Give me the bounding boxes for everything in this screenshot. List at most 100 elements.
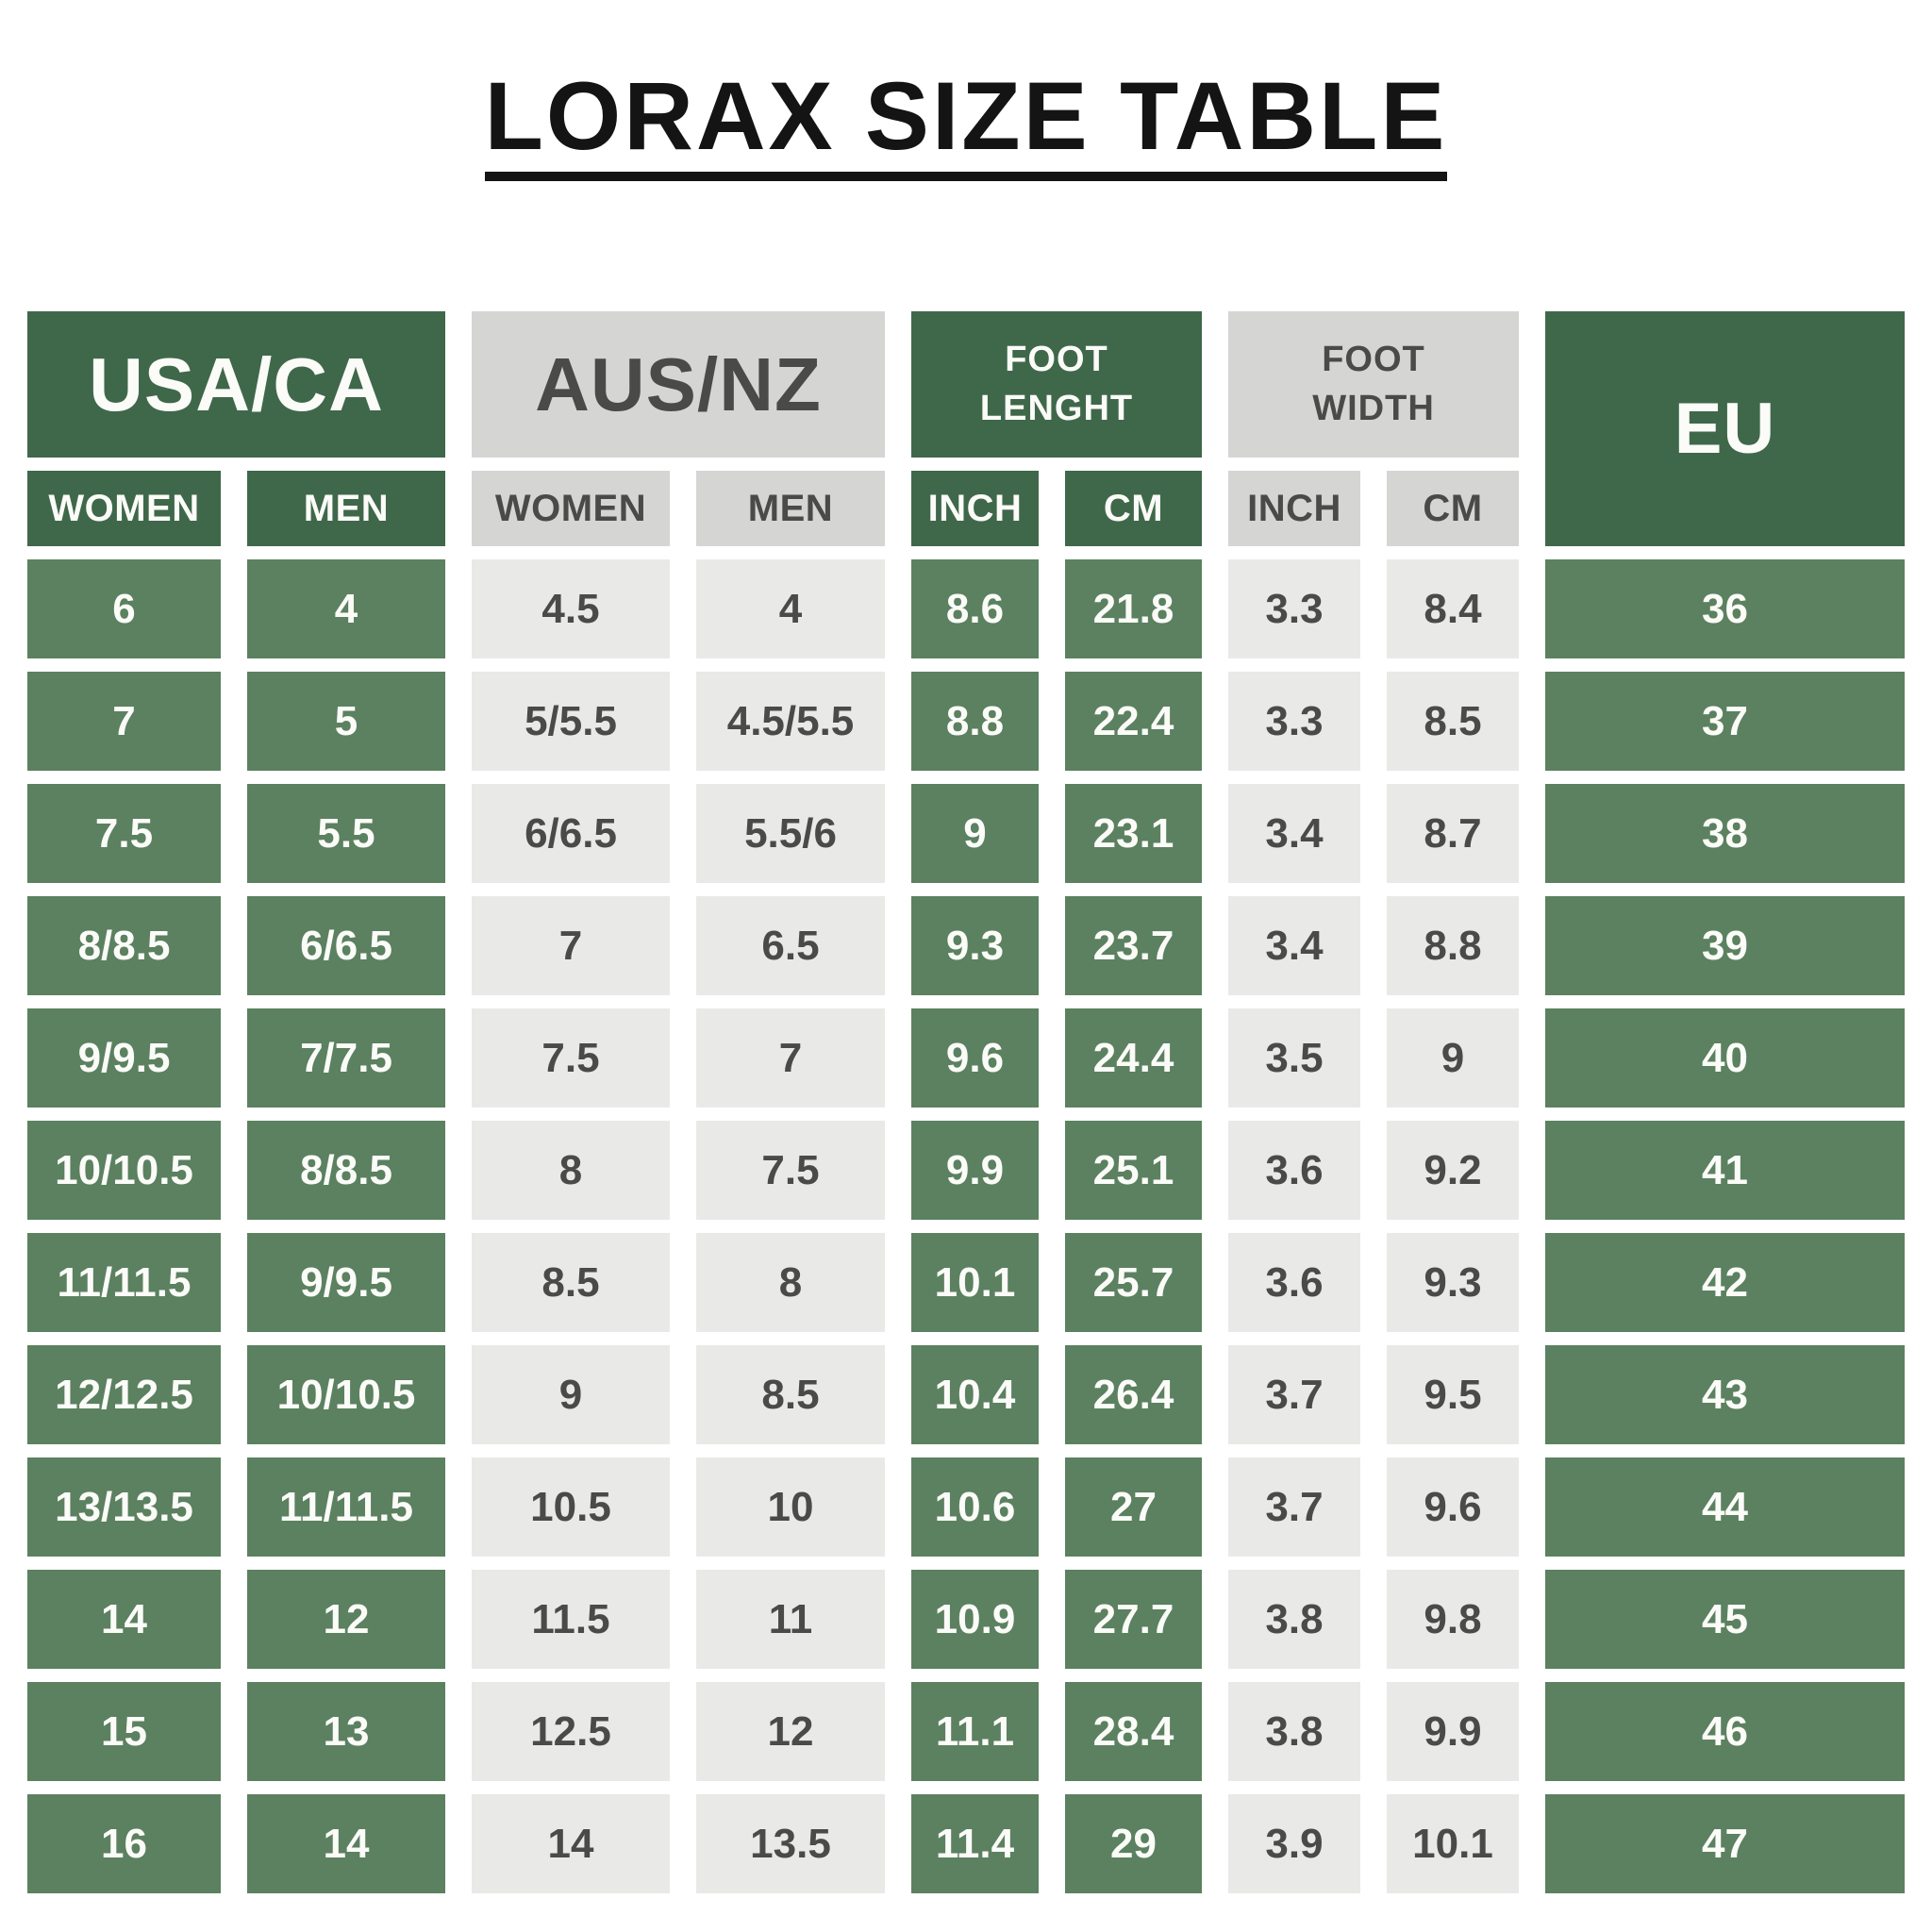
size-cell: 3.4 [1228, 784, 1360, 883]
size-cell: 25.7 [1065, 1233, 1202, 1332]
size-cell: 8.6 [911, 559, 1039, 658]
size-cell: 10.9 [911, 1570, 1039, 1669]
size-cell: 45 [1545, 1570, 1905, 1669]
size-cell: 5.5/6 [696, 784, 885, 883]
size-cell: 8.5 [472, 1233, 670, 1332]
size-cell: 41 [1545, 1121, 1905, 1220]
size-cell: 7.5 [27, 784, 221, 883]
subheader-women: WOMEN [472, 471, 670, 546]
size-cell: 7 [696, 1008, 885, 1108]
size-cell: 38 [1545, 784, 1905, 883]
size-cell: 9 [472, 1345, 670, 1444]
size-cell: 9.5 [1387, 1345, 1519, 1444]
size-cell: 6/6.5 [472, 784, 670, 883]
size-cell: 3.6 [1228, 1233, 1360, 1332]
size-cell: 6 [27, 559, 221, 658]
size-cell: 42 [1545, 1233, 1905, 1332]
size-cell: 13.5 [696, 1794, 885, 1893]
size-cell: 10/10.5 [247, 1345, 445, 1444]
size-cell: 10.5 [472, 1457, 670, 1557]
size-cell: 9.3 [1387, 1233, 1519, 1332]
size-cell: 9/9.5 [27, 1008, 221, 1108]
size-cell: 16 [27, 1794, 221, 1893]
size-cell: 3.7 [1228, 1345, 1360, 1444]
size-cell: 7.5 [696, 1121, 885, 1220]
size-cell: 9.2 [1387, 1121, 1519, 1220]
size-cell: 39 [1545, 896, 1905, 995]
size-cell: 3.9 [1228, 1794, 1360, 1893]
size-cell: 37 [1545, 672, 1905, 771]
size-cell: 8.8 [911, 672, 1039, 771]
subheader-men: MEN [696, 471, 885, 546]
size-cell: 13 [247, 1682, 445, 1781]
size-cell: 46 [1545, 1682, 1905, 1781]
title-wrap: LORAX SIZE TABLE [0, 0, 1932, 181]
size-cell: 8/8.5 [247, 1121, 445, 1220]
group-header-foot-lenght: FOOT LENGHT [911, 311, 1202, 458]
subheader-cm: CM [1387, 471, 1519, 546]
size-cell: 23.1 [1065, 784, 1202, 883]
size-cell: 9.6 [911, 1008, 1039, 1108]
size-cell: 10 [696, 1457, 885, 1557]
size-cell: 15 [27, 1682, 221, 1781]
size-cell: 5 [247, 672, 445, 771]
size-cell: 22.4 [1065, 672, 1202, 771]
size-cell: 10.1 [911, 1233, 1039, 1332]
size-cell: 14 [27, 1570, 221, 1669]
size-cell: 8.4 [1387, 559, 1519, 658]
size-cell: 14 [247, 1794, 445, 1893]
size-cell: 24.4 [1065, 1008, 1202, 1108]
subheader-inch: INCH [1228, 471, 1360, 546]
size-cell: 3.3 [1228, 672, 1360, 771]
size-cell: 7 [472, 896, 670, 995]
size-cell: 9.9 [1387, 1682, 1519, 1781]
size-cell: 9 [1387, 1008, 1519, 1108]
size-cell: 5.5 [247, 784, 445, 883]
size-cell: 9.3 [911, 896, 1039, 995]
subheader-cm: CM [1065, 471, 1202, 546]
size-cell: 40 [1545, 1008, 1905, 1108]
size-cell: 27 [1065, 1457, 1202, 1557]
size-cell: 9 [911, 784, 1039, 883]
size-cell: 11.4 [911, 1794, 1039, 1893]
group-header-usa-ca: USA/CA [27, 311, 445, 458]
size-cell: 3.5 [1228, 1008, 1360, 1108]
size-cell: 7.5 [472, 1008, 670, 1108]
size-cell: 9.9 [911, 1121, 1039, 1220]
size-cell: 9/9.5 [247, 1233, 445, 1332]
group-header-eu: EU [1545, 311, 1905, 546]
size-cell: 29 [1065, 1794, 1202, 1893]
size-cell: 7/7.5 [247, 1008, 445, 1108]
size-cell: 47 [1545, 1794, 1905, 1893]
size-cell: 12 [247, 1570, 445, 1669]
size-cell: 3.6 [1228, 1121, 1360, 1220]
size-cell: 11/11.5 [247, 1457, 445, 1557]
size-cell: 26.4 [1065, 1345, 1202, 1444]
size-cell: 11.1 [911, 1682, 1039, 1781]
size-cell: 43 [1545, 1345, 1905, 1444]
size-cell: 11 [696, 1570, 885, 1669]
size-cell: 25.1 [1065, 1121, 1202, 1220]
size-cell: 11.5 [472, 1570, 670, 1669]
size-cell: 3.7 [1228, 1457, 1360, 1557]
size-cell: 8.5 [696, 1345, 885, 1444]
size-cell: 6.5 [696, 896, 885, 995]
size-cell: 8/8.5 [27, 896, 221, 995]
group-header-foot-width: FOOT WIDTH [1228, 311, 1519, 458]
size-cell: 12.5 [472, 1682, 670, 1781]
size-cell: 10.6 [911, 1457, 1039, 1557]
size-cell: 11/11.5 [27, 1233, 221, 1332]
size-cell: 10/10.5 [27, 1121, 221, 1220]
size-cell: 8 [472, 1121, 670, 1220]
subheader-women: WOMEN [27, 471, 221, 546]
size-cell: 4 [247, 559, 445, 658]
size-cell: 21.8 [1065, 559, 1202, 658]
size-cell: 10.1 [1387, 1794, 1519, 1893]
size-cell: 4.5 [472, 559, 670, 658]
size-cell: 36 [1545, 559, 1905, 658]
size-cell: 27.7 [1065, 1570, 1202, 1669]
size-cell: 28.4 [1065, 1682, 1202, 1781]
size-cell: 5/5.5 [472, 672, 670, 771]
size-cell: 3.8 [1228, 1682, 1360, 1781]
